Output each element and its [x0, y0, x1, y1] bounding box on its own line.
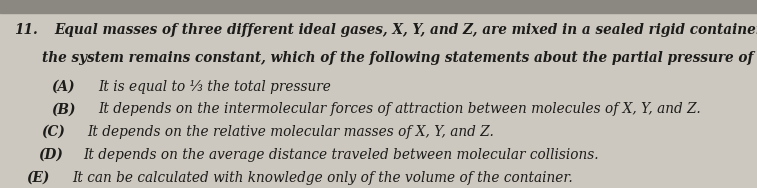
Text: (A): (A) — [51, 80, 75, 94]
Text: It is equal to ⅓ the total pressure: It is equal to ⅓ the total pressure — [98, 80, 332, 94]
Text: It depends on the intermolecular forces of attraction between molecules of X, Y,: It depends on the intermolecular forces … — [98, 102, 701, 116]
Text: Equal masses of three different ideal gases, X, Y, and Z, are mixed in a sealed : Equal masses of three different ideal ga… — [55, 23, 757, 36]
Text: (D): (D) — [38, 148, 63, 161]
Text: It depends on the relative molecular masses of X, Y, and Z.: It depends on the relative molecular mas… — [87, 125, 494, 139]
FancyBboxPatch shape — [0, 0, 757, 13]
Text: the system remains constant, which of the following statements about the partial: the system remains constant, which of th… — [42, 51, 757, 65]
Text: It depends on the average distance traveled between molecular collisions.: It depends on the average distance trave… — [83, 148, 599, 161]
Text: (E): (E) — [26, 171, 50, 185]
Text: (C): (C) — [42, 125, 66, 139]
Text: 11.: 11. — [14, 23, 37, 36]
Text: (B): (B) — [51, 102, 76, 116]
Text: It can be calculated with knowledge only of the volume of the container.: It can be calculated with knowledge only… — [72, 171, 572, 185]
